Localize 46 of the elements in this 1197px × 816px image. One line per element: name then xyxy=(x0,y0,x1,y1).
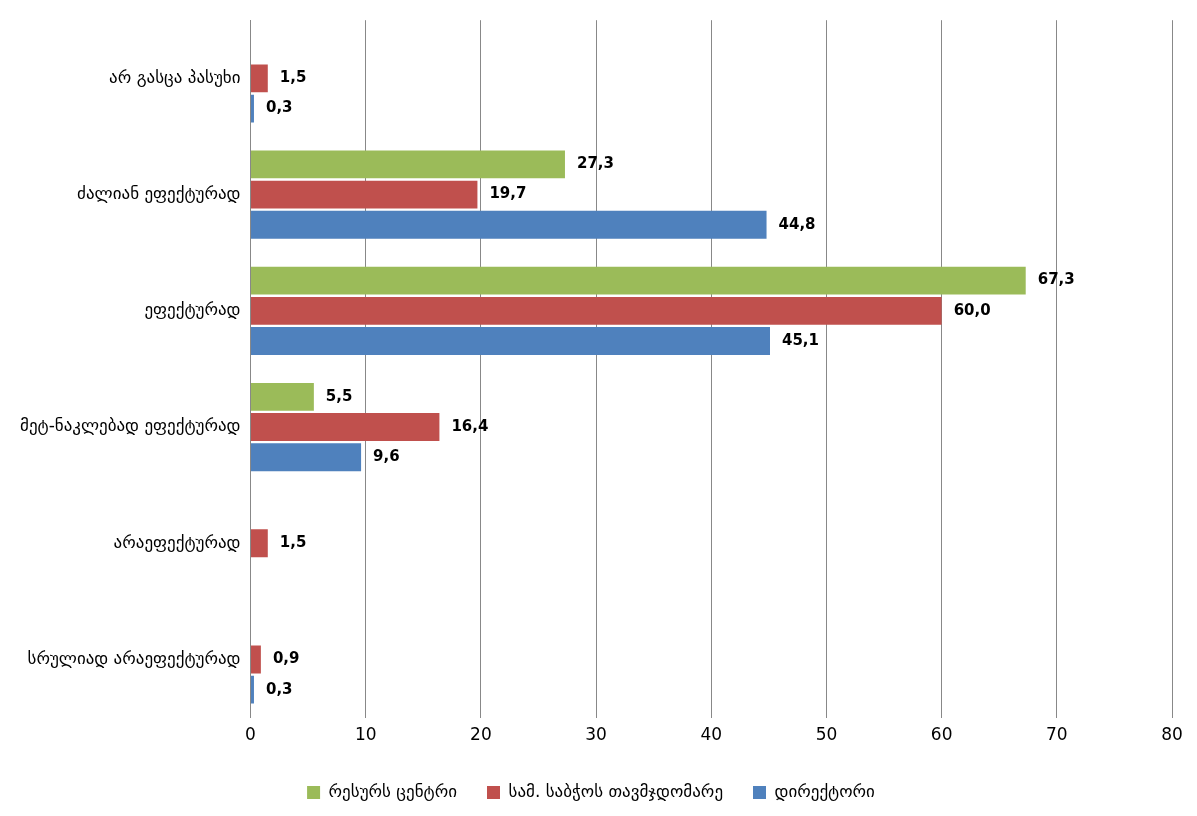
data-label: 27,3 xyxy=(576,154,614,173)
x-tick-label: 50 xyxy=(815,724,838,745)
y-tick-label: მეტ-ნაკლებად ეფექტურად xyxy=(19,415,241,436)
data-label: 5,5 xyxy=(325,386,353,405)
data-label: 67,3 xyxy=(1037,270,1075,289)
data-label: 60,0 xyxy=(953,300,991,319)
bar xyxy=(251,645,261,674)
data-label: 1,5 xyxy=(279,68,307,87)
bar xyxy=(251,675,254,704)
data-label: 19,7 xyxy=(489,184,527,203)
bar xyxy=(251,382,314,411)
bar xyxy=(251,64,268,93)
data-label: 45,1 xyxy=(782,330,820,349)
x-tick-label: 60 xyxy=(930,724,953,745)
bar xyxy=(251,266,1026,295)
y-tick-label: არაეფექტურად xyxy=(113,531,241,552)
y-tick-label: არ გასცა პასუხი xyxy=(109,66,241,87)
x-tick-label: 0 xyxy=(245,724,256,745)
legend-label: რესურს ცენტრი xyxy=(328,780,457,801)
bar xyxy=(251,296,942,325)
bar xyxy=(251,94,254,123)
x-tick-label: 70 xyxy=(1045,724,1068,745)
x-tick-label: 10 xyxy=(354,724,377,745)
x-tick-label: 20 xyxy=(470,724,492,745)
data-label: 0,3 xyxy=(265,679,293,698)
data-label: 0,9 xyxy=(272,649,300,668)
bar xyxy=(251,529,268,558)
legend-label: სამ. საბჭოს თავმჯდომარე xyxy=(508,780,724,801)
data-label: 16,4 xyxy=(451,416,489,435)
data-label: 44,8 xyxy=(778,214,816,233)
data-label: 1,5 xyxy=(279,533,307,552)
y-tick-label: სრულიად არაეფექტურად xyxy=(27,647,241,668)
bar xyxy=(251,180,478,209)
legend-label: დირექტორი xyxy=(774,780,875,801)
bar xyxy=(251,327,770,355)
y-tick-label: ძალიან ეფექტურად xyxy=(77,182,241,203)
x-tick-label: 40 xyxy=(700,724,723,745)
bar xyxy=(251,210,767,239)
bar xyxy=(251,413,440,441)
x-tick-label: 30 xyxy=(585,724,607,745)
y-tick-label: ეფექტურად xyxy=(144,299,241,320)
bar xyxy=(251,443,362,472)
data-label: 0,3 xyxy=(265,98,293,117)
bar xyxy=(251,150,565,179)
x-tick-label: 80 xyxy=(1161,724,1183,745)
data-label: 9,6 xyxy=(373,447,400,466)
